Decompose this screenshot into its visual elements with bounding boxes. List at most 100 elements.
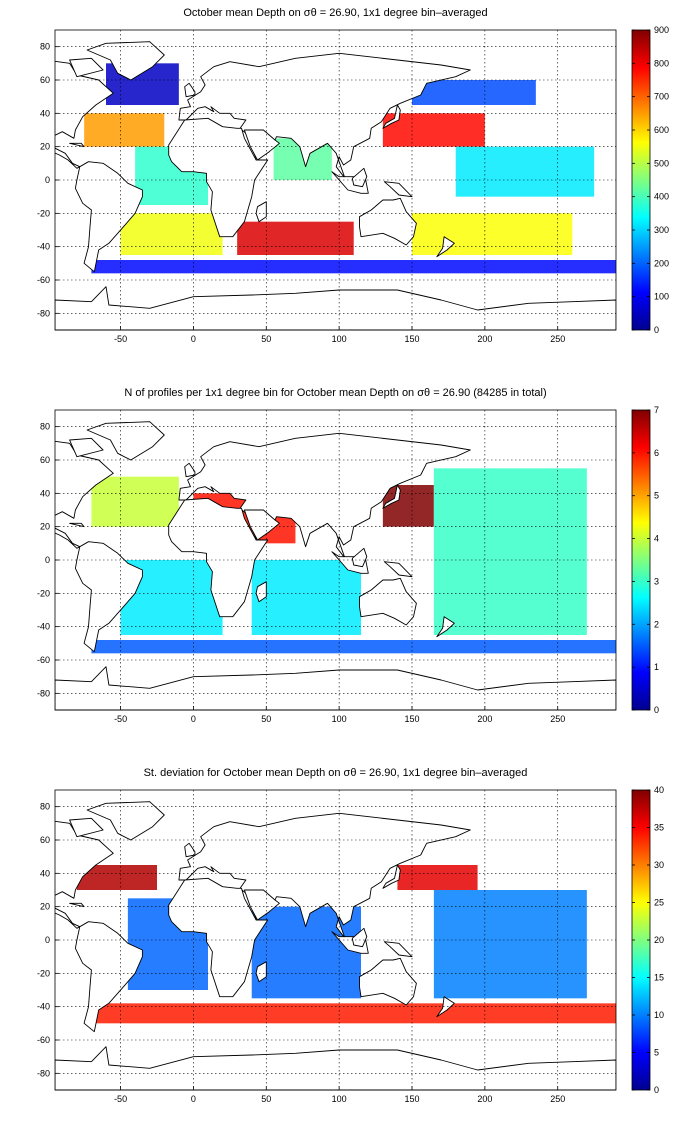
panel-1-colorbar-label: 600 bbox=[654, 125, 669, 135]
panel-1-indonesia bbox=[331, 171, 369, 194]
panel-2-xtick-label: 0 bbox=[191, 714, 196, 724]
panel-1-australia bbox=[359, 197, 417, 246]
panel-3-colorbar-label: 35 bbox=[654, 823, 664, 833]
panel-1-colorbar-label: 400 bbox=[654, 192, 669, 202]
panel-2-ytick-label: -80 bbox=[37, 688, 50, 698]
panel-1-data bbox=[84, 63, 616, 274]
panel-3-mask-right bbox=[616, 784, 630, 1096]
panel-1: October mean Depth on σθ = 26.90, 1x1 de… bbox=[0, 7, 669, 344]
panel-1-xtick-label: 150 bbox=[404, 334, 419, 344]
panel-1-colorbar-label: 0 bbox=[654, 325, 659, 335]
panel-3-ytick-label: 80 bbox=[40, 802, 50, 812]
panel-1-arabia bbox=[243, 129, 280, 161]
panel-3-colorbar-label: 10 bbox=[654, 1010, 664, 1020]
panel-1-africa bbox=[168, 117, 269, 238]
panel-3-ytick-label: -80 bbox=[37, 1068, 50, 1078]
panel-2: N of profiles per 1x1 degree bin for Oct… bbox=[0, 387, 659, 724]
panel-3-colorbar-label: 20 bbox=[654, 935, 664, 945]
panel-3-ytick-label: 20 bbox=[40, 902, 50, 912]
panel-3-japan bbox=[382, 864, 401, 889]
panel-3-xtick-label: 0 bbox=[191, 1094, 196, 1104]
panel-3-colorbar-label: 40 bbox=[654, 785, 664, 795]
panel-2-colorbar-label: 3 bbox=[654, 576, 659, 586]
panel-3-ytick-label: -20 bbox=[37, 968, 50, 978]
panel-2-new-zealand bbox=[436, 616, 455, 638]
panel-2-colorbar-label: 7 bbox=[654, 405, 659, 415]
panel-1-region-11 bbox=[91, 260, 616, 274]
panel-3: St. deviation for October mean Depth on … bbox=[0, 767, 664, 1104]
panel-3-title: St. deviation for October mean Depth on … bbox=[144, 767, 528, 779]
panel-1-title: October mean Depth on σθ = 26.90, 1x1 de… bbox=[183, 7, 487, 19]
panel-1-xtick-label: 200 bbox=[477, 334, 492, 344]
panel-3-region-3 bbox=[91, 1003, 616, 1024]
panel-3-ytick-label: 60 bbox=[40, 835, 50, 845]
panel-3-region-4 bbox=[433, 890, 587, 999]
panel-1-colorbar: 0 100 200 300 400 500 600 700 800 900 bbox=[631, 25, 669, 335]
panel-3-africa bbox=[168, 877, 269, 998]
panel-1-ytick-label: 0 bbox=[45, 175, 50, 185]
panel-1-xtick-label: 50 bbox=[261, 334, 271, 344]
panel-3-greenland bbox=[86, 801, 165, 841]
panel-1-xtick-label: 0 bbox=[191, 334, 196, 344]
panel-1-region-8 bbox=[412, 80, 536, 105]
panel-1-antarctica bbox=[54, 286, 617, 331]
panel-2-region-5 bbox=[251, 560, 361, 635]
panel-2-colorbar-label: 0 bbox=[654, 705, 659, 715]
panel-3-mask-left bbox=[0, 784, 55, 1096]
panel-2-title: N of profiles per 1x1 degree bin for Oct… bbox=[124, 387, 546, 399]
panel-3-australia bbox=[359, 957, 417, 1006]
panel-3-xtick-label: 100 bbox=[332, 1094, 347, 1104]
panel-3-ytick-label: 40 bbox=[40, 868, 50, 878]
panel-3-region-2 bbox=[397, 865, 478, 890]
panel-2-new-guinea bbox=[383, 561, 413, 578]
panel-2-ytick-label: 0 bbox=[45, 555, 50, 565]
panel-1-colorbar-label: 200 bbox=[654, 258, 669, 268]
panel-3-borneo bbox=[351, 927, 368, 948]
panel-2-colorbar-label: 2 bbox=[654, 619, 659, 629]
panel-2-australia bbox=[359, 577, 417, 626]
panel-2-colorbar-label: 5 bbox=[654, 491, 659, 501]
panel-1-colorbar-label: 900 bbox=[654, 25, 669, 35]
panel-2-colorbar-label: 6 bbox=[654, 448, 659, 458]
panel-3-xtick-label: 200 bbox=[477, 1094, 492, 1104]
panel-3-arabia bbox=[243, 889, 280, 921]
panel-2-ytick-label: 40 bbox=[40, 488, 50, 498]
panel-2-xtick-label: 100 bbox=[332, 714, 347, 724]
panel-2-madagascar bbox=[255, 581, 267, 603]
panel-2-cuba bbox=[69, 522, 85, 528]
panel-1-colorbar-label: 700 bbox=[654, 92, 669, 102]
panel-2-xtick-label: 200 bbox=[477, 714, 492, 724]
panel-2-mask-left bbox=[0, 404, 55, 716]
panel-2-baffin bbox=[69, 437, 104, 458]
panel-2-antarctica bbox=[54, 666, 617, 711]
panel-2-indonesia bbox=[331, 551, 369, 574]
panel-1-mask-left bbox=[0, 24, 55, 336]
panel-3-axes-frame bbox=[54, 789, 617, 1091]
panel-1-region-9 bbox=[455, 146, 595, 197]
panel-1-region-10 bbox=[412, 213, 573, 255]
panel-2-mask-right bbox=[616, 404, 630, 716]
panel-2-japan bbox=[382, 484, 401, 509]
panel-1-madagascar bbox=[255, 201, 267, 223]
panel-3-ytick-label: -60 bbox=[37, 1035, 50, 1045]
panel-3-xtick-label: -50 bbox=[114, 1094, 127, 1104]
panel-2-xtick-label: 250 bbox=[550, 714, 565, 724]
panel-2-borneo bbox=[351, 547, 368, 568]
panel-1-region-2 bbox=[84, 113, 165, 147]
panel-2-region-4 bbox=[433, 468, 587, 635]
panel-1-ytick-label: 40 bbox=[40, 108, 50, 118]
panel-1-xtick-label: 250 bbox=[550, 334, 565, 344]
panel-2-arabia bbox=[243, 509, 280, 541]
panel-2-ytick-label: 80 bbox=[40, 422, 50, 432]
panel-3-colorbar-label: 0 bbox=[654, 1085, 659, 1095]
panel-1-ytick-label: -60 bbox=[37, 275, 50, 285]
panel-2-region-3 bbox=[91, 476, 179, 527]
panel-3-new-guinea bbox=[383, 941, 413, 958]
panel-1-ytick-label: -20 bbox=[37, 208, 50, 218]
panel-2-ytick-label: -60 bbox=[37, 655, 50, 665]
panel-3-new-zealand bbox=[436, 996, 455, 1018]
panel-1-ytick-label: -80 bbox=[37, 308, 50, 318]
panel-3-madagascar bbox=[255, 961, 267, 983]
panel-3-antarctica bbox=[54, 1046, 617, 1091]
panel-2-ytick-label: -40 bbox=[37, 622, 50, 632]
